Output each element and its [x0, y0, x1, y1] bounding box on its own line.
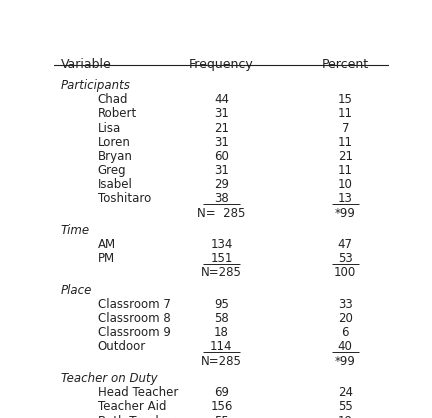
Text: N=  285: N= 285	[197, 206, 245, 219]
Text: Teacher on Duty: Teacher on Duty	[60, 372, 157, 385]
Text: 31: 31	[214, 164, 229, 177]
Text: 31: 31	[214, 136, 229, 149]
Text: Classroom 7: Classroom 7	[98, 298, 170, 311]
Text: 53: 53	[338, 252, 353, 265]
Text: 7: 7	[342, 122, 349, 135]
Text: Time: Time	[60, 224, 90, 237]
Text: Participants: Participants	[60, 79, 130, 92]
Text: Classroom 8: Classroom 8	[98, 312, 170, 325]
Text: 21: 21	[214, 122, 229, 135]
Text: 114: 114	[210, 341, 233, 354]
Text: 58: 58	[214, 312, 229, 325]
Text: 20: 20	[338, 312, 353, 325]
Text: 55: 55	[338, 400, 353, 413]
Text: Isabel: Isabel	[98, 178, 132, 191]
Text: Both Teachers: Both Teachers	[98, 415, 181, 418]
Text: 18: 18	[214, 326, 229, 339]
Text: 100: 100	[334, 266, 356, 280]
Text: N=285: N=285	[201, 354, 242, 368]
Text: 15: 15	[338, 93, 353, 106]
Text: AM: AM	[98, 238, 116, 251]
Text: 60: 60	[214, 150, 229, 163]
Text: 24: 24	[338, 386, 353, 399]
Text: 33: 33	[338, 298, 353, 311]
Text: PM: PM	[98, 252, 114, 265]
Text: 40: 40	[338, 341, 353, 354]
Text: Robert: Robert	[98, 107, 137, 120]
Text: Teacher Aid: Teacher Aid	[98, 400, 166, 413]
Text: 21: 21	[338, 150, 353, 163]
Text: Classroom 9: Classroom 9	[98, 326, 170, 339]
Text: *99: *99	[335, 354, 356, 368]
Text: Toshitaro: Toshitaro	[98, 192, 151, 205]
Text: Greg: Greg	[98, 164, 126, 177]
Text: 11: 11	[338, 107, 353, 120]
Text: N=285: N=285	[201, 266, 242, 280]
Text: Place: Place	[60, 284, 92, 297]
Text: 10: 10	[338, 178, 353, 191]
Text: 47: 47	[338, 238, 353, 251]
Text: 134: 134	[210, 238, 232, 251]
Text: Bryan: Bryan	[98, 150, 132, 163]
Text: 44: 44	[214, 93, 229, 106]
Text: Frequency: Frequency	[189, 58, 254, 71]
Text: 6: 6	[342, 326, 349, 339]
Text: Percent: Percent	[322, 58, 369, 71]
Text: 151: 151	[210, 252, 232, 265]
Text: 55: 55	[214, 415, 229, 418]
Text: *99: *99	[335, 206, 356, 219]
Text: Chad: Chad	[98, 93, 128, 106]
Text: Loren: Loren	[98, 136, 130, 149]
Text: Variable: Variable	[60, 58, 111, 71]
Text: 156: 156	[210, 400, 232, 413]
Text: Lisa: Lisa	[98, 122, 121, 135]
Text: 31: 31	[214, 107, 229, 120]
Text: Outdoor: Outdoor	[98, 341, 146, 354]
Text: 38: 38	[214, 192, 229, 205]
Text: 11: 11	[338, 136, 353, 149]
Text: Head Teacher: Head Teacher	[98, 386, 178, 399]
Text: 69: 69	[214, 386, 229, 399]
Text: 95: 95	[214, 298, 229, 311]
Text: 29: 29	[214, 178, 229, 191]
Text: 11: 11	[338, 164, 353, 177]
Text: 19: 19	[338, 415, 353, 418]
Text: 13: 13	[338, 192, 353, 205]
